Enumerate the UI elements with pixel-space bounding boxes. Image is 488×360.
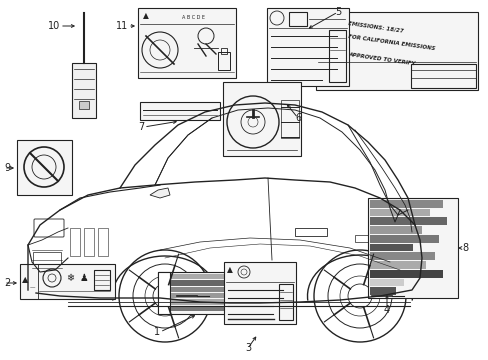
Bar <box>369 235 438 243</box>
Bar <box>17 140 72 195</box>
Bar <box>288 12 306 26</box>
Bar <box>98 228 108 256</box>
Text: ❄: ❄ <box>66 273 74 283</box>
Bar <box>94 270 110 290</box>
Bar <box>218 52 229 70</box>
Polygon shape <box>150 188 170 198</box>
Text: ▲: ▲ <box>21 275 28 284</box>
Bar <box>281 100 298 138</box>
Text: —: — <box>29 285 35 290</box>
Bar <box>369 209 429 216</box>
Bar <box>369 226 421 234</box>
Text: 1: 1 <box>154 327 160 337</box>
Bar <box>369 261 425 269</box>
Text: 10: 10 <box>48 21 60 31</box>
Bar <box>279 284 292 320</box>
Bar <box>171 280 236 286</box>
Bar <box>70 228 80 256</box>
Text: A B C D E: A B C D E <box>181 14 204 19</box>
Bar <box>369 270 442 278</box>
Text: ▲: ▲ <box>143 12 149 21</box>
Bar <box>294 228 326 236</box>
Text: ♟: ♟ <box>80 273 88 283</box>
Bar <box>171 299 236 305</box>
Text: 4: 4 <box>383 305 389 315</box>
Bar <box>221 48 226 54</box>
Bar <box>354 235 382 242</box>
Bar <box>158 272 170 314</box>
Bar <box>315 12 477 90</box>
Bar <box>410 64 475 88</box>
Text: APPROVED TO VERIFY: APPROVED TO VERIFY <box>347 52 415 66</box>
Text: 6: 6 <box>294 113 301 123</box>
Bar <box>158 272 238 314</box>
Text: ▲: ▲ <box>226 266 232 274</box>
Bar <box>138 8 236 78</box>
Bar <box>369 279 404 286</box>
Bar <box>33 252 61 266</box>
Bar <box>266 8 348 86</box>
Bar <box>171 306 236 311</box>
Text: FOR CALIFORNIA EMISSIONS: FOR CALIFORNIA EMISSIONS <box>347 35 435 51</box>
Text: 9: 9 <box>4 163 10 173</box>
Bar <box>72 63 96 118</box>
Bar <box>328 30 346 82</box>
Bar <box>369 287 395 295</box>
Bar <box>84 228 94 256</box>
Bar <box>224 262 295 324</box>
Bar <box>369 252 434 260</box>
Text: 5: 5 <box>334 7 341 17</box>
Bar <box>140 102 220 120</box>
Bar <box>369 244 412 251</box>
Text: 11: 11 <box>116 21 128 31</box>
Bar <box>79 101 89 109</box>
Bar <box>171 293 236 298</box>
Bar <box>369 200 442 208</box>
Text: EMISSIONS: 18/27: EMISSIONS: 18/27 <box>347 21 403 33</box>
Text: 2: 2 <box>4 278 10 288</box>
Bar <box>369 217 447 225</box>
Bar <box>367 198 457 298</box>
Bar <box>404 238 416 263</box>
Text: 7: 7 <box>138 122 143 132</box>
Bar <box>20 264 115 299</box>
Text: 3: 3 <box>244 343 250 353</box>
Text: 8: 8 <box>461 243 467 253</box>
Bar <box>171 274 236 279</box>
Bar <box>171 287 236 292</box>
Bar <box>223 82 301 156</box>
